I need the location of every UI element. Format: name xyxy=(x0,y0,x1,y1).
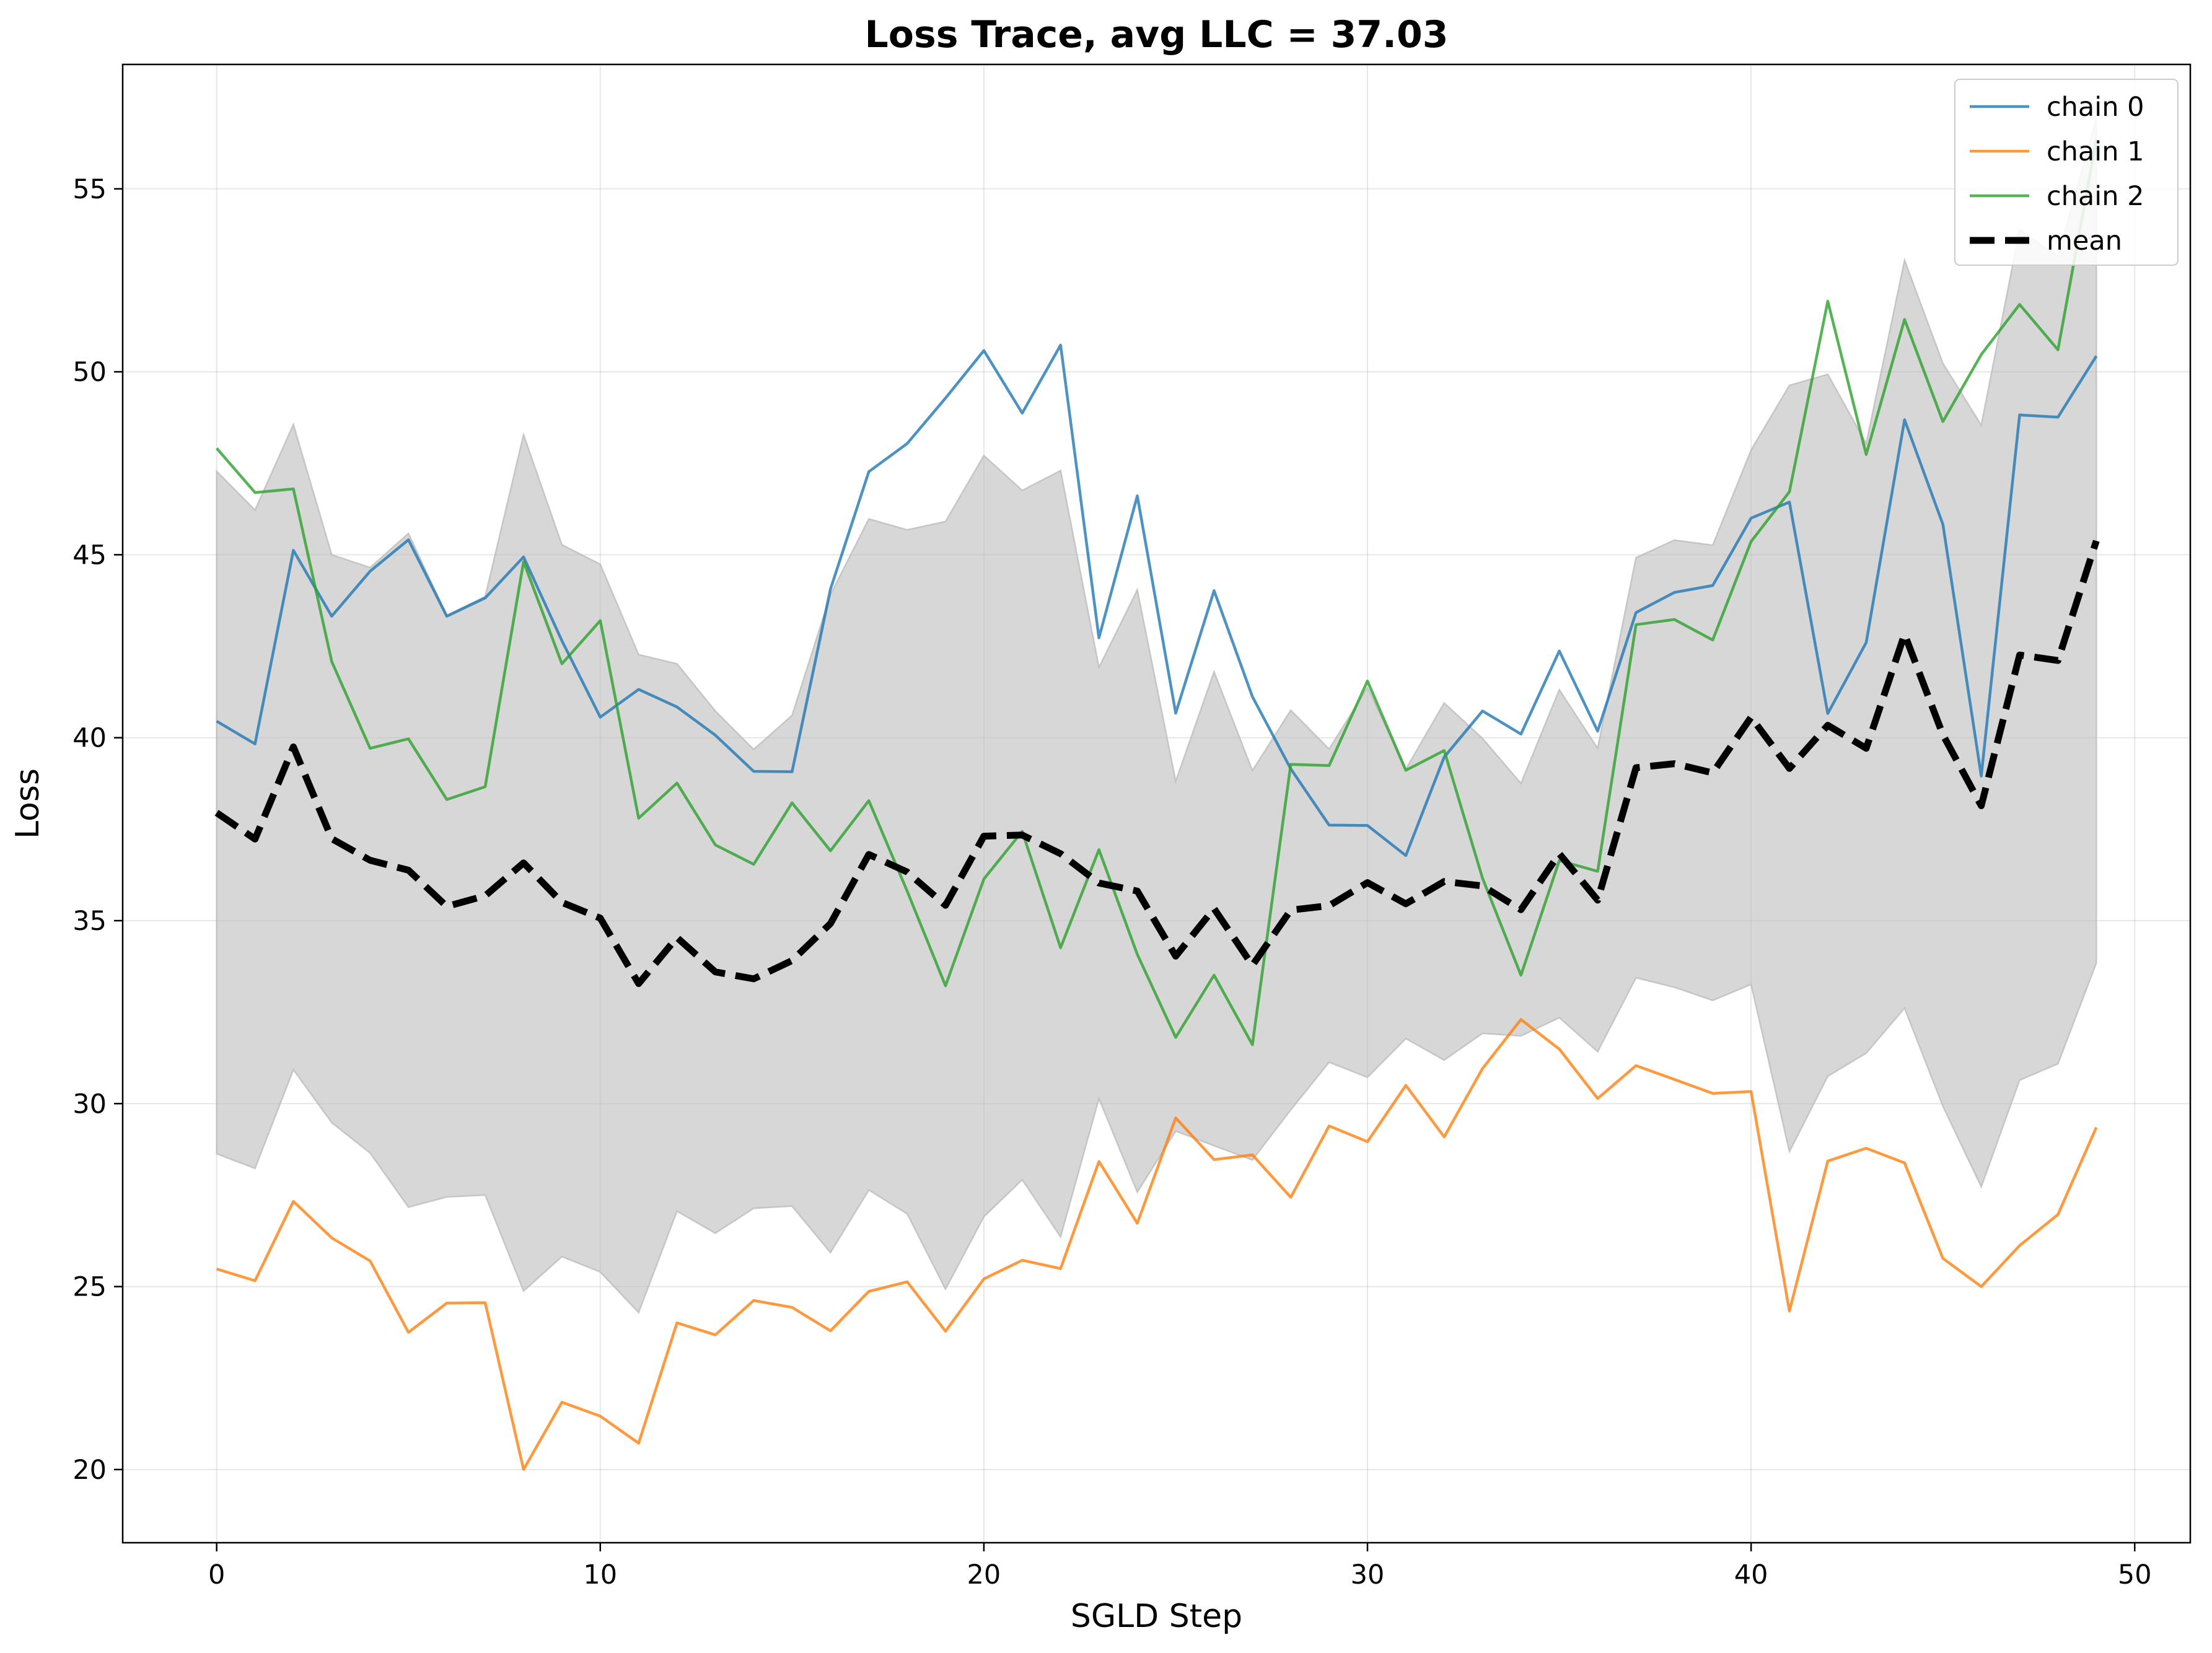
legend-box xyxy=(1954,79,2179,266)
x-tick-label: 0 xyxy=(208,1559,225,1590)
legend-label: chain 2 xyxy=(2047,181,2144,212)
x-axis-label: SGLD Step xyxy=(1071,1598,1242,1635)
x-tick-label: 50 xyxy=(2118,1559,2152,1590)
series-line-chain-1 xyxy=(216,1018,2098,1471)
std-band-area xyxy=(216,118,2097,1314)
y-tick-label: 20 xyxy=(72,1455,107,1486)
x-tick-label: 10 xyxy=(583,1559,617,1590)
x-tick-label: 20 xyxy=(967,1559,1001,1590)
legend: chain 0 chain 1 chain 2 mean xyxy=(1954,79,2179,266)
y-tick-label: 50 xyxy=(72,357,107,388)
y-tick-label: 40 xyxy=(72,723,107,754)
series-line-chain-2 xyxy=(215,139,2098,1046)
y-axis-label: Loss xyxy=(9,768,46,839)
x-tick-label: 30 xyxy=(1351,1559,1385,1590)
y-tick-label: 30 xyxy=(72,1089,107,1120)
plot-frame xyxy=(121,63,2192,1544)
legend-label: chain 1 xyxy=(2047,136,2144,167)
x-tick-label: 40 xyxy=(1734,1559,1768,1590)
y-tick-label: 25 xyxy=(72,1272,107,1303)
chart-title: Loss Trace, avg LLC = 37.03 xyxy=(865,13,1449,56)
legend-label: mean xyxy=(2047,226,2122,256)
series-line-chain-0 xyxy=(216,343,2098,857)
y-tick-label: 55 xyxy=(72,174,107,205)
series-line-mean xyxy=(214,540,2100,988)
std-band xyxy=(216,118,2097,1314)
y-tick-label: 45 xyxy=(72,540,107,571)
legend-label: chain 0 xyxy=(2047,92,2144,123)
y-tick-label: 35 xyxy=(72,906,107,937)
axis-ticks: 0 10 20 30 40 50 20 25 30 35 40 45 50 55 xyxy=(72,174,2151,1590)
series-lines xyxy=(214,139,2100,1471)
